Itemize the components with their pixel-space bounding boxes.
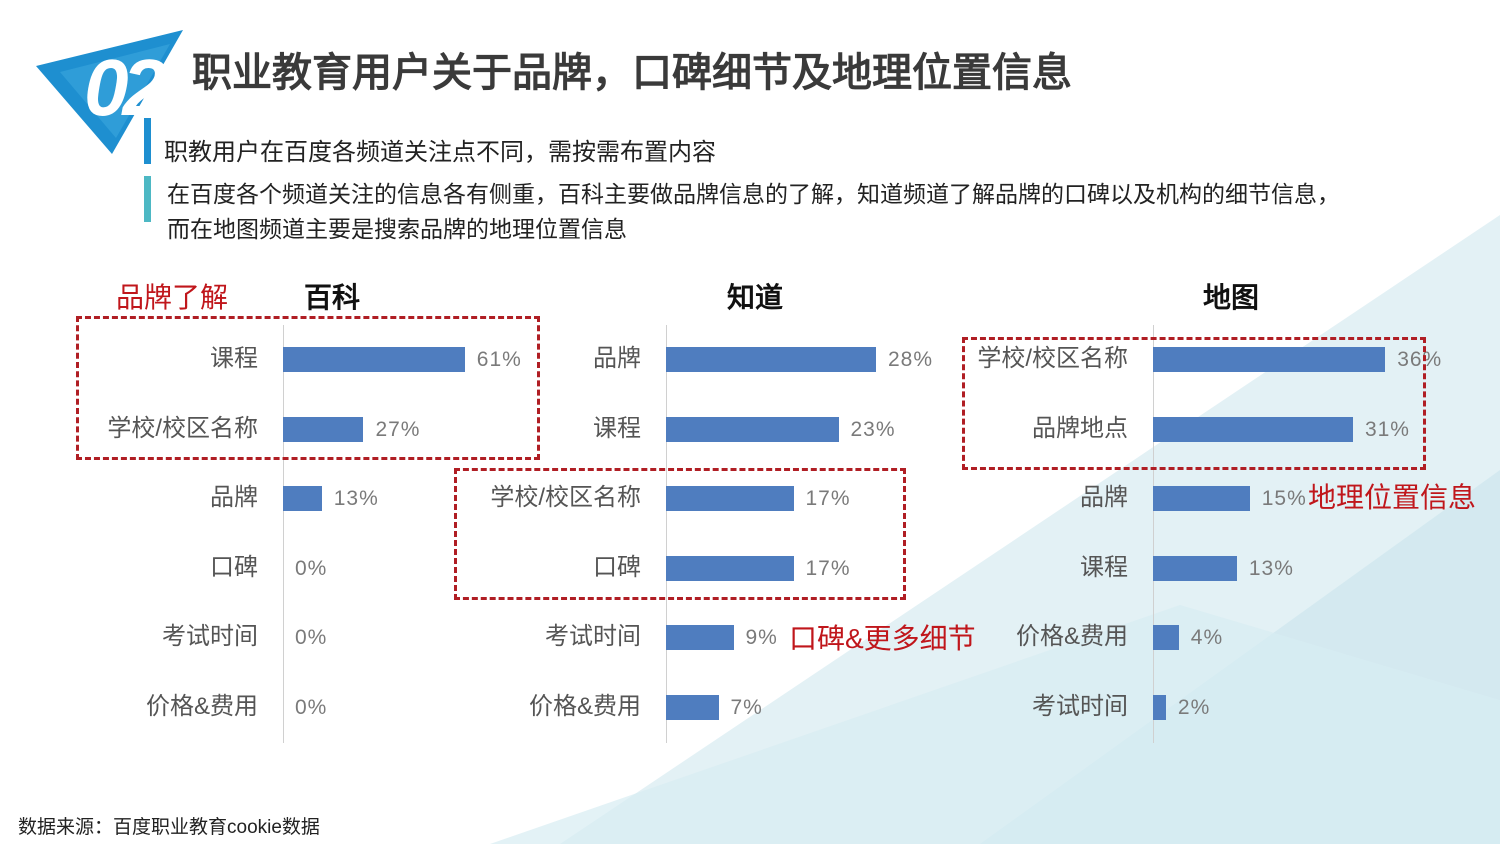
category-label: 学校/校区名称 [977, 345, 1128, 372]
value-label: 17% [805, 487, 851, 510]
value-label: 4% [1190, 626, 1224, 649]
value-label: 0% [295, 557, 328, 580]
chart-title: 百科 [303, 282, 361, 313]
value-label: 0% [295, 626, 328, 649]
category-label: 品牌 [1080, 484, 1128, 511]
value-label: 13% [333, 487, 379, 510]
description-line-1: 在百度各个频道关注的信息各有侧重，百科主要做品牌信息的了解，知道频道了解品牌的口… [167, 181, 1340, 207]
category-label: 课程 [593, 415, 641, 442]
category-label: 考试时间 [1032, 693, 1128, 720]
chart-title: 知道 [726, 282, 784, 313]
bar [1153, 486, 1250, 511]
bar [666, 695, 719, 720]
value-label: 13% [1248, 557, 1294, 580]
value-label: 0% [295, 696, 328, 719]
section-number: 02 [84, 43, 167, 132]
category-label: 考试时间 [162, 623, 258, 650]
value-label: 7% [730, 696, 763, 719]
value-label: 31% [1364, 418, 1410, 441]
value-label: 27% [375, 418, 421, 441]
value-label: 17% [805, 557, 851, 580]
value-label: 2% [1177, 696, 1211, 719]
category-label: 品牌 [210, 484, 258, 511]
bar [666, 486, 794, 511]
chart-axis [1153, 325, 1154, 743]
category-label: 价格&费用 [1015, 623, 1128, 650]
value-label: 61% [476, 348, 522, 371]
annotation-label: 地理位置信息 [1308, 482, 1477, 513]
annotation-label: 口碑&更多细节 [789, 623, 976, 654]
value-label: 23% [850, 418, 896, 441]
category-label: 学校/校区名称 [107, 415, 258, 442]
subtitle-marker [144, 118, 151, 164]
description-marker [144, 176, 151, 222]
category-label: 口碑 [210, 554, 258, 581]
highlight-box [962, 337, 1426, 470]
bar [1153, 417, 1353, 442]
chart-axis [283, 325, 284, 743]
category-label: 口碑 [593, 554, 641, 581]
bar [283, 347, 465, 372]
highlight-box [454, 468, 906, 600]
bar [283, 417, 364, 442]
bar [1153, 625, 1179, 650]
value-label: 36% [1397, 348, 1443, 371]
page-title: 职业教育用户关于品牌，口碑细节及地理位置信息 [192, 51, 1072, 95]
bar [283, 486, 322, 511]
value-label: 28% [888, 348, 934, 371]
value-label: 15% [1261, 487, 1307, 510]
subtitle: 职教用户在百度各频道关注点不同，需按需布置内容 [164, 139, 716, 166]
bar [1153, 695, 1166, 720]
value-label: 9% [745, 626, 778, 649]
category-label: 品牌地点 [1032, 415, 1128, 442]
bar [666, 347, 876, 372]
category-label: 课程 [1080, 554, 1128, 581]
highlight-box [76, 316, 540, 460]
chart-title: 地图 [1202, 282, 1260, 313]
category-label: 考试时间 [545, 623, 641, 650]
bar [666, 417, 839, 442]
bar [666, 556, 794, 581]
category-label: 价格&费用 [528, 693, 641, 720]
category-label: 课程 [210, 345, 258, 372]
section-badge: 02 [84, 43, 167, 132]
description-line-2: 而在地图频道主要是搜索品牌的地理位置信息 [167, 216, 627, 242]
category-label: 价格&费用 [145, 693, 258, 720]
annotation-label: 品牌了解 [116, 282, 229, 313]
chart-axis [666, 325, 667, 743]
category-label: 品牌 [593, 345, 641, 372]
bar [666, 625, 734, 650]
category-label: 学校/校区名称 [490, 484, 641, 511]
bar [1153, 556, 1237, 581]
data-source: 数据来源：百度职业教育cookie数据 [18, 817, 320, 838]
bar [1153, 347, 1386, 372]
